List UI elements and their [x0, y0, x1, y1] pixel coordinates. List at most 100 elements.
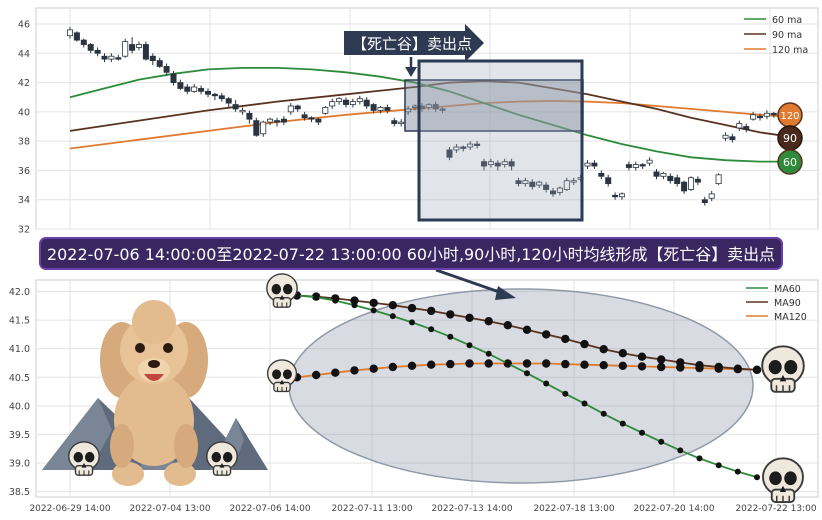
- skull-decorations: [68, 273, 805, 503]
- candle: [639, 163, 646, 169]
- candle: [184, 84, 191, 95]
- candle: [177, 79, 184, 90]
- bottom-point-ma60: [524, 370, 530, 377]
- candle: [191, 84, 198, 93]
- bottom-point-ma60: [370, 307, 377, 314]
- candle: [170, 70, 177, 86]
- candle: [349, 98, 356, 108]
- candle: [667, 173, 674, 184]
- bottom-point-ma120: [580, 360, 589, 369]
- candle: [260, 120, 267, 137]
- bottom-point-ma120: [427, 360, 436, 369]
- candle: [315, 117, 322, 126]
- candle: [356, 95, 363, 105]
- candle: [619, 192, 626, 200]
- bottom-point-ma60: [600, 410, 607, 417]
- bottom-point-ma120: [618, 361, 627, 370]
- bottom-xtick-4: 2022-07-13 14:00: [431, 504, 512, 514]
- bottom-point-ma90: [446, 310, 455, 319]
- bottom-point-ma120: [331, 368, 340, 377]
- skull-mountain-left: [68, 441, 100, 476]
- candle: [681, 180, 688, 194]
- legend-ma90: MA90: [774, 298, 801, 309]
- bottom-point-ma90: [522, 325, 532, 334]
- candle: [363, 97, 370, 109]
- death-valley-label-arrow: 【死亡谷】卖出点: [344, 24, 484, 77]
- candle: [743, 123, 750, 133]
- bottom-y-axis-ticks: 42.0 41.5 41.0 40.5 40.0 39.5 39.0 38.5: [9, 287, 30, 498]
- bottom-xtick-7: 2022-07-22 13:00: [735, 504, 816, 514]
- candle: [156, 57, 163, 68]
- candle: [722, 132, 729, 142]
- candle: [122, 38, 129, 58]
- bottom-point-ma60: [658, 438, 665, 445]
- bottom-point-ma60: [504, 360, 511, 367]
- candle: [563, 177, 570, 191]
- candle: [67, 26, 74, 39]
- bottom-point-ma90: [369, 298, 378, 308]
- candle: [632, 161, 639, 171]
- bottom-point-ma90: [561, 334, 570, 344]
- candle: [246, 110, 253, 124]
- top-ytick-40: 40: [18, 107, 30, 118]
- candle: [536, 180, 543, 188]
- bottom-point-ma120: [465, 359, 474, 368]
- badge-120-text: 120: [780, 111, 799, 122]
- top-ytick-34: 34: [18, 195, 30, 206]
- bottom-point-ma120: [484, 359, 493, 368]
- candle: [646, 157, 653, 167]
- bottom-point-ma120: [369, 364, 378, 373]
- bottom-point-ma60: [581, 400, 588, 407]
- candle: [729, 133, 736, 143]
- legend-120ma: 120 ma: [772, 45, 808, 56]
- skull-ma-end-top: [761, 345, 805, 393]
- bottom-point-ma60: [447, 333, 454, 340]
- candle: [612, 192, 619, 200]
- candle: [701, 196, 708, 206]
- ma-end-badges: 120 90 60: [777, 102, 803, 175]
- bottom-xtick-5: 2022-07-18 13:00: [533, 504, 614, 514]
- candle: [750, 111, 757, 121]
- top-ytick-44: 44: [18, 49, 30, 60]
- candle: [218, 92, 225, 102]
- candle: [487, 158, 494, 168]
- bottom-point-ma60: [696, 455, 703, 462]
- bottom-point-ma90: [484, 317, 493, 326]
- candle: [425, 103, 432, 111]
- candle: [239, 107, 246, 115]
- bottom-point-ma90: [637, 352, 647, 361]
- bottom-point-ma60: [485, 350, 492, 357]
- bottom-point-ma60: [351, 302, 358, 309]
- candle: [453, 144, 460, 153]
- top-line-ma90: [69, 80, 781, 137]
- bottom-point-ma90: [407, 303, 417, 313]
- poodle-illustration: [100, 300, 208, 486]
- badge-90-text: 90: [783, 132, 797, 145]
- candle: [149, 53, 156, 65]
- bottom-point-ma60: [313, 294, 320, 301]
- candle: [605, 174, 612, 187]
- candle: [198, 85, 205, 95]
- bottom-point-ma60: [639, 429, 645, 436]
- candle: [135, 41, 142, 51]
- bottom-point-ma60: [409, 319, 415, 326]
- bottom-ytick-39.0: 39.0: [9, 459, 30, 470]
- bottom-point-ma120: [522, 359, 532, 368]
- candle: [446, 147, 453, 161]
- bottom-point-ma90: [599, 345, 608, 354]
- candle: [674, 174, 681, 187]
- candle: [94, 47, 101, 57]
- candle: [653, 168, 660, 180]
- candle: [439, 107, 446, 114]
- bottom-point-ma60: [332, 297, 339, 304]
- candle: [625, 161, 632, 171]
- candle: [688, 176, 695, 191]
- candle: [342, 97, 349, 108]
- candle: [163, 63, 170, 76]
- death-valley-box: [417, 59, 584, 222]
- candle: [432, 101, 439, 112]
- bottom-point-ma90: [350, 296, 359, 305]
- legend-60ma: 60 ma: [772, 15, 802, 26]
- candle: [108, 53, 115, 63]
